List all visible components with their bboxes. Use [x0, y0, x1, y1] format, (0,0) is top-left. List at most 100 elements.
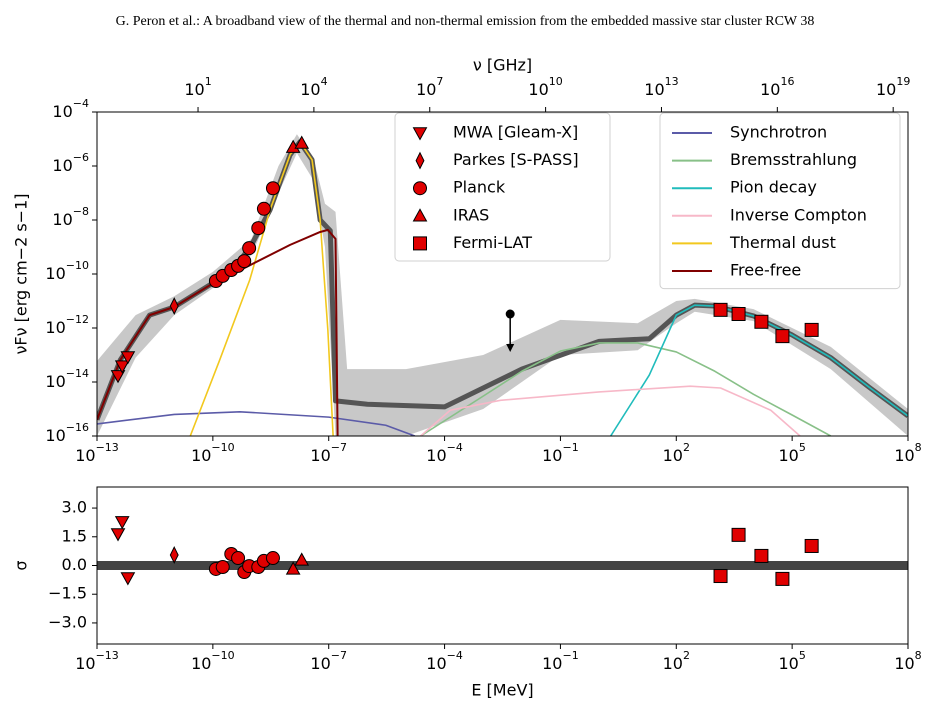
y-tick-label: 3.0 [62, 498, 87, 517]
marker-circle [242, 241, 257, 256]
x-tick-label: 102 [663, 649, 690, 673]
x-tick-label: 10−10 [191, 649, 235, 673]
y-tick-label-exponent: −8 [73, 205, 89, 218]
y-tick-label: 10−10 [45, 259, 89, 283]
x-tick-label-base: 10 [426, 446, 446, 465]
marker-circle [215, 560, 230, 575]
marker-square [754, 314, 769, 329]
y-tick-label: 10−8 [52, 205, 89, 229]
x-tick-label-base: 10 [778, 446, 798, 465]
y-tick-label: −1.5 [48, 584, 87, 603]
x-tick-label: 10−4 [426, 649, 463, 673]
marker-circle [256, 201, 271, 216]
x-tick-label: 10−13 [75, 649, 119, 673]
x-axis-label: E [MeV] [471, 681, 533, 700]
x2-tick-label: 101 [184, 75, 211, 99]
x-tick-label: 10−4 [426, 441, 463, 465]
x-tick-label-exponent: −7 [331, 649, 347, 662]
marker-circle [237, 254, 252, 269]
y-tick-label-exponent: −6 [73, 151, 89, 164]
marker-triangle-down [120, 351, 136, 365]
marker-square [731, 527, 746, 542]
x-tick-label-exponent: −13 [96, 649, 119, 662]
x-tick-label: 105 [778, 441, 805, 465]
legend-box [659, 112, 901, 290]
y-tick-label-exponent: −10 [66, 259, 89, 272]
x-tick-label-exponent: −4 [447, 649, 463, 662]
page-header: G. Peron et al.: A broadband view of the… [116, 14, 815, 29]
marker-square [804, 322, 819, 337]
y-tick-label: 0.0 [62, 555, 87, 574]
model-line [189, 141, 334, 436]
y-tick-label-exponent: −16 [66, 421, 89, 434]
y-tick-label-base: 10 [45, 264, 65, 283]
x2-tick-label-base: 10 [416, 80, 436, 99]
legend-label: MWA [Gleam-X] [453, 123, 578, 142]
x-tick-label-base: 10 [542, 654, 562, 673]
y-tick-label: 10−14 [45, 367, 89, 391]
legend-label: Bremsstrahlung [730, 150, 857, 169]
x2-tick-label-exponent: 4 [321, 75, 328, 88]
marker-diamond [415, 151, 425, 170]
x-tick-label: 105 [778, 649, 805, 673]
x2-tick-label-exponent: 16 [780, 75, 794, 88]
x-tick-label-base: 10 [310, 654, 330, 673]
marker-triangle-up [294, 552, 310, 566]
marker-triangle-up [285, 561, 301, 575]
y-tick-label-base: 10 [52, 156, 72, 175]
x2-tick-label-base: 10 [760, 80, 780, 99]
x2-tick-label: 104 [300, 75, 327, 99]
x-tick-label-base: 10 [542, 446, 562, 465]
legend-label: Parkes [S-PASS] [453, 150, 579, 169]
y-tick-label-base: 10 [45, 426, 65, 445]
x-tick-label: 10−1 [542, 441, 579, 465]
legend-label: Planck [453, 178, 506, 197]
marker-circle [265, 181, 280, 196]
x-tick-label-exponent: −4 [447, 441, 463, 454]
upper-limit-point [505, 309, 515, 319]
model-line [420, 342, 832, 436]
legend-label: Inverse Compton [730, 205, 867, 224]
marker-diamond [169, 546, 179, 564]
x-tick-label: 10−1 [542, 649, 579, 673]
legend-label: Free-free [730, 261, 801, 280]
y-tick-label-exponent: −12 [66, 313, 89, 326]
x-tick-label-exponent: −1 [562, 441, 578, 454]
marker-circle [231, 551, 246, 566]
x-tick-label-exponent: −7 [331, 441, 347, 454]
marker-triangle-up [294, 135, 310, 149]
x2-tick-label-exponent: 1 [205, 75, 212, 88]
x-tick-label-base: 10 [191, 446, 211, 465]
x2-tick-label-base: 10 [528, 80, 548, 99]
marker-square [713, 569, 728, 584]
x-tick-label: 102 [663, 441, 690, 465]
x-tick-label-base: 10 [894, 446, 914, 465]
y-axis-label: νFν [erg cm−2 s−1] [12, 193, 31, 354]
x-tick-label-base: 10 [426, 654, 446, 673]
x2-tick-label: 1019 [876, 75, 910, 99]
x2-tick-label-base: 10 [184, 80, 204, 99]
x-tick-label-exponent: 5 [799, 441, 806, 454]
x-tick-label-base: 10 [663, 654, 683, 673]
y-tick-label: −3.0 [48, 612, 87, 631]
marker-square [804, 538, 819, 553]
marker-triangle-down [110, 370, 126, 384]
marker-diamond [169, 297, 179, 315]
x-tick-label: 108 [894, 649, 921, 673]
marker-circle [413, 181, 427, 196]
y-tick-label-exponent: −14 [66, 367, 89, 380]
marker-triangle-up [412, 208, 428, 222]
y-tick-label: 10−6 [52, 151, 89, 175]
marker-triangle-down [120, 572, 136, 586]
y-tick-label-base: 10 [45, 372, 65, 391]
x-tick-label-exponent: 2 [683, 441, 690, 454]
x2-tick-label-exponent: 13 [665, 75, 679, 88]
y-tick-label-exponent: −4 [73, 97, 89, 110]
x-tick-label-base: 10 [894, 654, 914, 673]
x2-tick-label-exponent: 7 [436, 75, 443, 88]
y-tick-label: 10−16 [45, 421, 89, 445]
marker-square [731, 307, 746, 322]
y-tick-label: 10−4 [52, 97, 89, 121]
